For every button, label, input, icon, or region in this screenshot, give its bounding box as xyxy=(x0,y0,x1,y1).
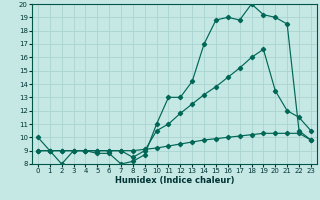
X-axis label: Humidex (Indice chaleur): Humidex (Indice chaleur) xyxy=(115,176,234,185)
